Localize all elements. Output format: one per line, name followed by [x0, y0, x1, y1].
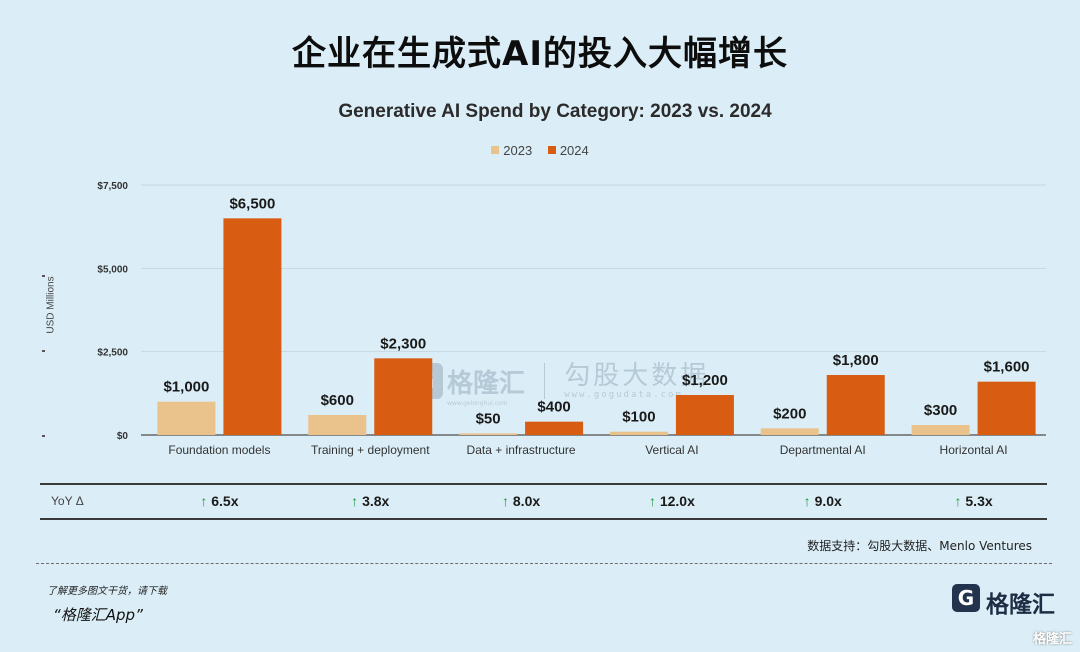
up-arrow-icon: ↑	[351, 493, 362, 509]
bar-2024-4	[675, 395, 734, 435]
axis-edge-mark	[42, 275, 45, 277]
bar-2024-6	[977, 381, 1036, 435]
yoy-bottom-rule	[40, 518, 1047, 520]
data-label-2023-6: $300	[924, 402, 957, 419]
up-arrow-icon: ↑	[200, 493, 211, 509]
watermark-url: www.gogudata.com	[564, 390, 683, 400]
yoy-value-4: ↑ 12.0x	[649, 493, 695, 509]
yoy-value-5: ↑ 9.0x	[804, 493, 842, 509]
up-arrow-icon: ↑	[955, 493, 966, 509]
axis-edge-mark	[42, 350, 45, 352]
legend-swatch-2023	[491, 146, 500, 154]
axis-edge-mark	[42, 435, 45, 437]
bar-2024-3	[525, 421, 584, 435]
data-label-2024-6: $1,600	[984, 359, 1030, 376]
x-tick-label: Departmental AI	[780, 443, 866, 457]
corner-watermark: 格隆汇	[1032, 632, 1072, 647]
brand-name: 格隆汇	[986, 592, 1055, 618]
up-arrow-icon: ↑	[649, 493, 660, 509]
y-tick-label: $5,000	[97, 264, 128, 275]
bar-2023-5	[760, 428, 819, 435]
source-note: 数据支持：勾股大数据、Menlo Ventures	[807, 539, 1032, 553]
bar-2023-4	[609, 431, 668, 435]
x-tick-label: Data + infrastructure	[467, 443, 576, 457]
brand-g-icon: G	[952, 584, 980, 612]
yoy-multiplier: 9.0x	[815, 493, 842, 509]
x-tick-label: Horizontal AI	[940, 443, 1008, 457]
bar-2023-3	[459, 433, 518, 435]
x-tick-label: Vertical AI	[645, 443, 698, 457]
watermark-divider	[544, 363, 546, 399]
bar-2024-1	[223, 218, 282, 435]
data-label-2023-4: $100	[622, 409, 655, 426]
yoy-top-rule	[40, 483, 1047, 485]
yoy-row-label: YoY Δ	[51, 494, 84, 508]
legend-item-2023: 2023	[491, 143, 532, 158]
data-label-2023-3: $50	[476, 410, 501, 427]
yoy-multiplier: 8.0x	[513, 493, 540, 509]
legend-swatch-2024	[547, 146, 556, 154]
chart-legend: 2023 2024	[0, 143, 1080, 158]
chart-title: Generative AI Spend by Category: 2023 vs…	[338, 101, 772, 122]
data-label-2024-2: $2,300	[380, 335, 426, 352]
x-tick-label: Foundation models	[168, 443, 270, 457]
data-label-2023-1: $1,000	[163, 379, 209, 396]
y-tick-label: $7,500	[97, 181, 128, 192]
legend-label-2024: 2024	[559, 143, 589, 158]
yoy-value-3: ↑ 8.0x	[502, 493, 540, 509]
legend-label-2023: 2023	[503, 143, 533, 158]
yoy-multiplier: 3.8x	[362, 493, 389, 509]
footer-download-note: 了解更多图文干货，请下载	[47, 586, 167, 597]
y-tick-label: $2,500	[97, 348, 128, 359]
data-label-2024-3: $400	[537, 399, 570, 416]
footer-app-name: “格隆汇App”	[53, 606, 143, 624]
bar-2023-6	[911, 425, 970, 435]
data-label-2024-1: $6,500	[229, 195, 275, 212]
bar-2024-5	[826, 375, 885, 435]
footer-divider	[36, 563, 1052, 564]
watermark-brand: 格隆汇	[447, 368, 526, 399]
page-title: 企业在生成式AI的投入大幅增长	[292, 34, 788, 74]
bar-2023-1	[157, 401, 216, 435]
up-arrow-icon: ↑	[502, 493, 513, 509]
yoy-value-2: ↑ 3.8x	[351, 493, 389, 509]
yoy-multiplier: 5.3x	[965, 493, 992, 509]
x-tick-label: Training + deployment	[311, 443, 430, 457]
data-label-2024-4: $1,200	[682, 372, 728, 389]
bar-2023-2	[308, 415, 367, 435]
data-label-2023-5: $200	[773, 405, 806, 422]
yoy-multiplier: 12.0x	[660, 493, 695, 509]
data-label-2024-5: $1,800	[833, 352, 879, 369]
watermark-text: 勾股大数据	[564, 361, 710, 391]
y-tick-label: $0	[117, 431, 129, 442]
yoy-value-1: ↑ 6.5x	[200, 493, 238, 509]
watermark-text-block: 勾股大数据 www.gogudata.com	[564, 362, 709, 400]
yoy-value-6: ↑ 5.3x	[955, 493, 993, 509]
data-label-2023-2: $600	[321, 392, 354, 409]
legend-item-2024: 2024	[547, 143, 589, 158]
yoy-multiplier: 6.5x	[211, 493, 238, 509]
bar-2024-2	[374, 358, 433, 435]
watermark-brand-url: www.gelonghui.com	[447, 400, 508, 407]
up-arrow-icon: ↑	[804, 493, 815, 509]
